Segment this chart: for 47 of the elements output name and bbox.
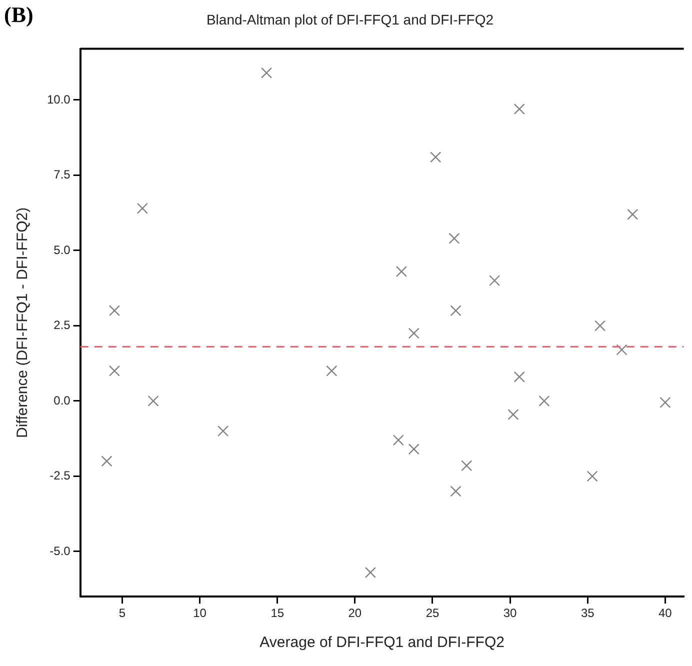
x-tick-label: 30 <box>503 606 518 620</box>
text: (B) <box>4 2 34 28</box>
x-tick-label: 10 <box>193 606 207 620</box>
point <box>586 470 598 482</box>
point <box>108 305 120 316</box>
y-tick-label: 2.5 <box>54 318 71 332</box>
point <box>514 103 525 115</box>
chart-title: Bland-Altman plot of DFI-FFQ1 and DFI-FFQ2 <box>206 11 494 28</box>
point <box>450 486 462 497</box>
point <box>627 208 638 220</box>
x-tick-label: 35 <box>580 606 595 620</box>
point <box>408 328 420 339</box>
y-tick-label: 10.0 <box>46 92 71 106</box>
point <box>450 305 462 316</box>
y-tick-label: -5.0 <box>50 544 71 558</box>
point <box>508 408 519 420</box>
x-tick-label: 5 <box>118 606 126 620</box>
point <box>218 426 229 437</box>
point <box>136 202 148 214</box>
x-tick-label: 25 <box>426 606 440 620</box>
point <box>396 266 408 278</box>
point <box>148 395 159 407</box>
y-tick-label: 5.0 <box>54 242 71 257</box>
point <box>538 395 550 407</box>
point <box>488 275 500 286</box>
point <box>660 396 671 408</box>
point <box>514 371 525 382</box>
point <box>461 460 472 472</box>
point <box>448 232 460 244</box>
x-tick-label: 15 <box>270 606 284 620</box>
point <box>364 566 376 578</box>
x-tick-label: 20 <box>348 606 362 620</box>
y-axis-title: Difference (DFI-FFQ1 - DFI-FFQ2) <box>14 207 32 438</box>
point <box>616 344 628 356</box>
point <box>594 320 606 332</box>
point <box>260 67 272 78</box>
point <box>392 434 404 446</box>
point <box>430 152 442 163</box>
x-tick-label: 40 <box>658 606 672 620</box>
point <box>101 456 112 467</box>
x-axis-title: Average of DFI-FFQ1 and DFI-FFQ2 <box>260 634 504 652</box>
y-tick-label: 0.0 <box>54 393 71 408</box>
point <box>326 365 338 376</box>
point <box>408 444 420 455</box>
y-tick-label: -2.5 <box>50 468 71 483</box>
y-tick-label: 7.5 <box>54 168 71 182</box>
point <box>108 365 120 376</box>
